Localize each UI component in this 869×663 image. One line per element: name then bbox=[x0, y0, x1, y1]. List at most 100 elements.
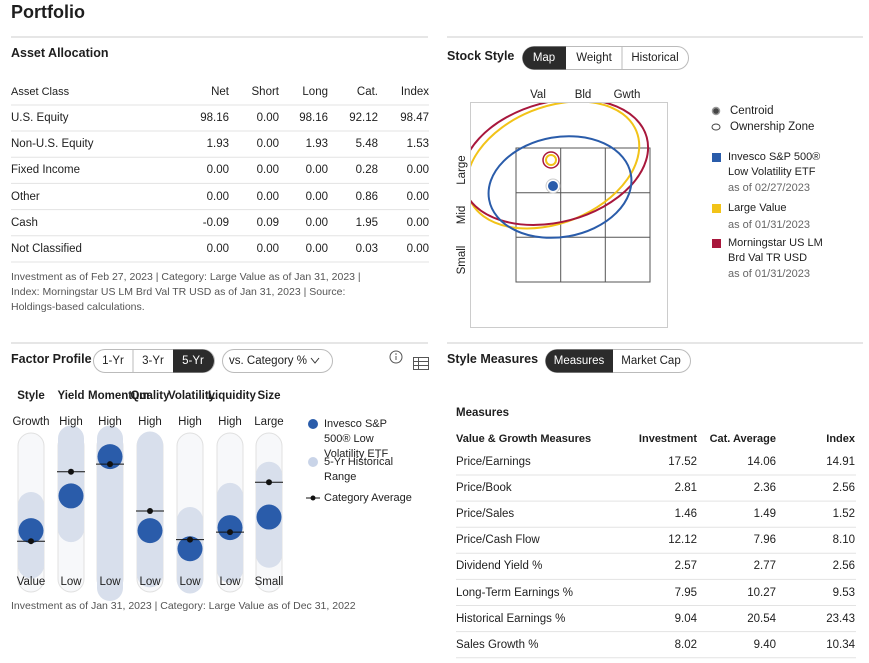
legend-label: Morningstar US LM Brd Val TR USD bbox=[728, 237, 823, 264]
tab[interactable]: 5-Yr bbox=[182, 355, 204, 367]
cell: 0.00 bbox=[256, 243, 279, 255]
tab[interactable]: Map bbox=[532, 52, 556, 64]
cell: 92.12 bbox=[349, 112, 378, 124]
factor-high: High bbox=[138, 416, 162, 428]
legend-fund bbox=[308, 419, 318, 429]
cell: 14.91 bbox=[826, 456, 855, 468]
cell: 0.00 bbox=[256, 190, 279, 203]
cell: 17.52 bbox=[668, 456, 697, 468]
section-title: Style Measures bbox=[447, 352, 539, 366]
centroid bbox=[548, 181, 558, 191]
factor-high: High bbox=[178, 416, 202, 428]
tab[interactable]: Weight bbox=[576, 52, 612, 64]
factor-low: Value bbox=[16, 576, 46, 588]
factor-fund bbox=[137, 518, 163, 544]
cell: 0.86 bbox=[355, 190, 378, 203]
factor-low: Small bbox=[254, 576, 284, 588]
row-label: Not Classified bbox=[11, 243, 82, 255]
factor-category bbox=[107, 461, 113, 468]
cell: 2.36 bbox=[753, 482, 776, 495]
row-label: Price/Cash Flow bbox=[456, 534, 540, 547]
cell: 14.06 bbox=[747, 456, 776, 468]
chevron bbox=[310, 357, 320, 364]
cell: 9.40 bbox=[753, 638, 776, 651]
factor-fund bbox=[256, 504, 282, 530]
legend-swatch bbox=[712, 204, 721, 213]
dropdown-label[interactable]: vs. Category % bbox=[229, 355, 307, 367]
row-label: U.S. Equity bbox=[11, 112, 69, 124]
factor-low: Low bbox=[179, 576, 201, 588]
factor-name: Quality bbox=[130, 390, 170, 402]
factor-high: High bbox=[98, 416, 122, 428]
info-icon[interactable] bbox=[389, 350, 403, 364]
factor-range bbox=[97, 425, 123, 601]
cell: 0.00 bbox=[206, 243, 229, 255]
factor-category bbox=[227, 529, 233, 536]
cell: 0.00 bbox=[305, 190, 328, 203]
tab[interactable]: Market Cap bbox=[621, 355, 681, 367]
cell: 2.56 bbox=[832, 560, 855, 573]
cell: 20.54 bbox=[747, 612, 776, 625]
row-label: Dividend Yield % bbox=[456, 560, 543, 573]
factor-name: Style bbox=[17, 390, 45, 402]
cell: 0.00 bbox=[305, 243, 328, 255]
column-header: Investment bbox=[638, 433, 697, 445]
column-header: Value & Growth Measures bbox=[456, 433, 592, 445]
subtitle: Measures bbox=[456, 407, 510, 419]
centroid bbox=[545, 154, 557, 166]
dropdown[interactable] bbox=[222, 349, 333, 373]
legend-category bbox=[306, 495, 320, 501]
factor-high: Large bbox=[254, 416, 284, 428]
cell: 2.56 bbox=[832, 482, 855, 495]
cell: 0.00 bbox=[256, 164, 279, 177]
cell: 0.00 bbox=[406, 190, 429, 203]
tab[interactable]: 3-Yr bbox=[142, 355, 164, 367]
legend-label: Large Value bbox=[728, 202, 787, 214]
tab[interactable]: Measures bbox=[553, 355, 605, 367]
style-row: Small bbox=[456, 245, 468, 275]
style-column: Gwth bbox=[613, 89, 641, 101]
column-header: Cat. bbox=[356, 86, 378, 98]
legend-swatch bbox=[712, 239, 721, 248]
cell: 7.96 bbox=[753, 534, 776, 547]
tab-selected bbox=[173, 349, 214, 373]
legend-swatch bbox=[712, 153, 721, 162]
row-label: Long-Term Earnings % bbox=[456, 586, 573, 599]
factor-name: Liquidity bbox=[208, 390, 256, 402]
footnote: Investment as of Feb 27, 2023 | Category… bbox=[11, 271, 361, 313]
legend-label: Category Average bbox=[324, 492, 412, 504]
section-title: Stock Style bbox=[447, 49, 515, 63]
style-row: Large bbox=[456, 155, 468, 185]
factor-high: High bbox=[218, 416, 242, 428]
column-header: Index bbox=[826, 433, 855, 445]
cell: 0.09 bbox=[256, 216, 279, 229]
cell: 98.16 bbox=[299, 112, 328, 124]
cell: 1.46 bbox=[674, 508, 697, 521]
legend-label: Centroid bbox=[730, 105, 774, 117]
style-column: Bld bbox=[574, 89, 592, 101]
column-header: Long bbox=[302, 86, 328, 98]
page-title: Portfolio bbox=[11, 2, 85, 22]
tab[interactable]: 1-Yr bbox=[102, 355, 124, 367]
column-header: Net bbox=[211, 86, 229, 98]
map-frame bbox=[470, 102, 668, 328]
legend-date: as of 02/27/2023 bbox=[728, 182, 810, 194]
cell: 1.52 bbox=[832, 508, 855, 521]
cell: 9.53 bbox=[832, 586, 855, 599]
cell: 1.93 bbox=[305, 138, 328, 151]
row-label: Sales Growth % bbox=[456, 638, 539, 651]
factor-category bbox=[187, 536, 193, 543]
cell: 98.47 bbox=[400, 112, 429, 124]
section-title: Factor Profile bbox=[11, 352, 92, 366]
tab[interactable]: Historical bbox=[631, 52, 679, 64]
zone-icon bbox=[711, 123, 721, 131]
row-label: Price/Book bbox=[456, 482, 512, 495]
style-column: Val bbox=[530, 89, 546, 101]
cell: 9.04 bbox=[674, 612, 697, 625]
factor-category bbox=[68, 468, 74, 475]
legend-date: as of 01/31/2023 bbox=[728, 268, 810, 280]
table-icon[interactable] bbox=[413, 357, 429, 371]
cell: -0.09 bbox=[202, 216, 229, 229]
